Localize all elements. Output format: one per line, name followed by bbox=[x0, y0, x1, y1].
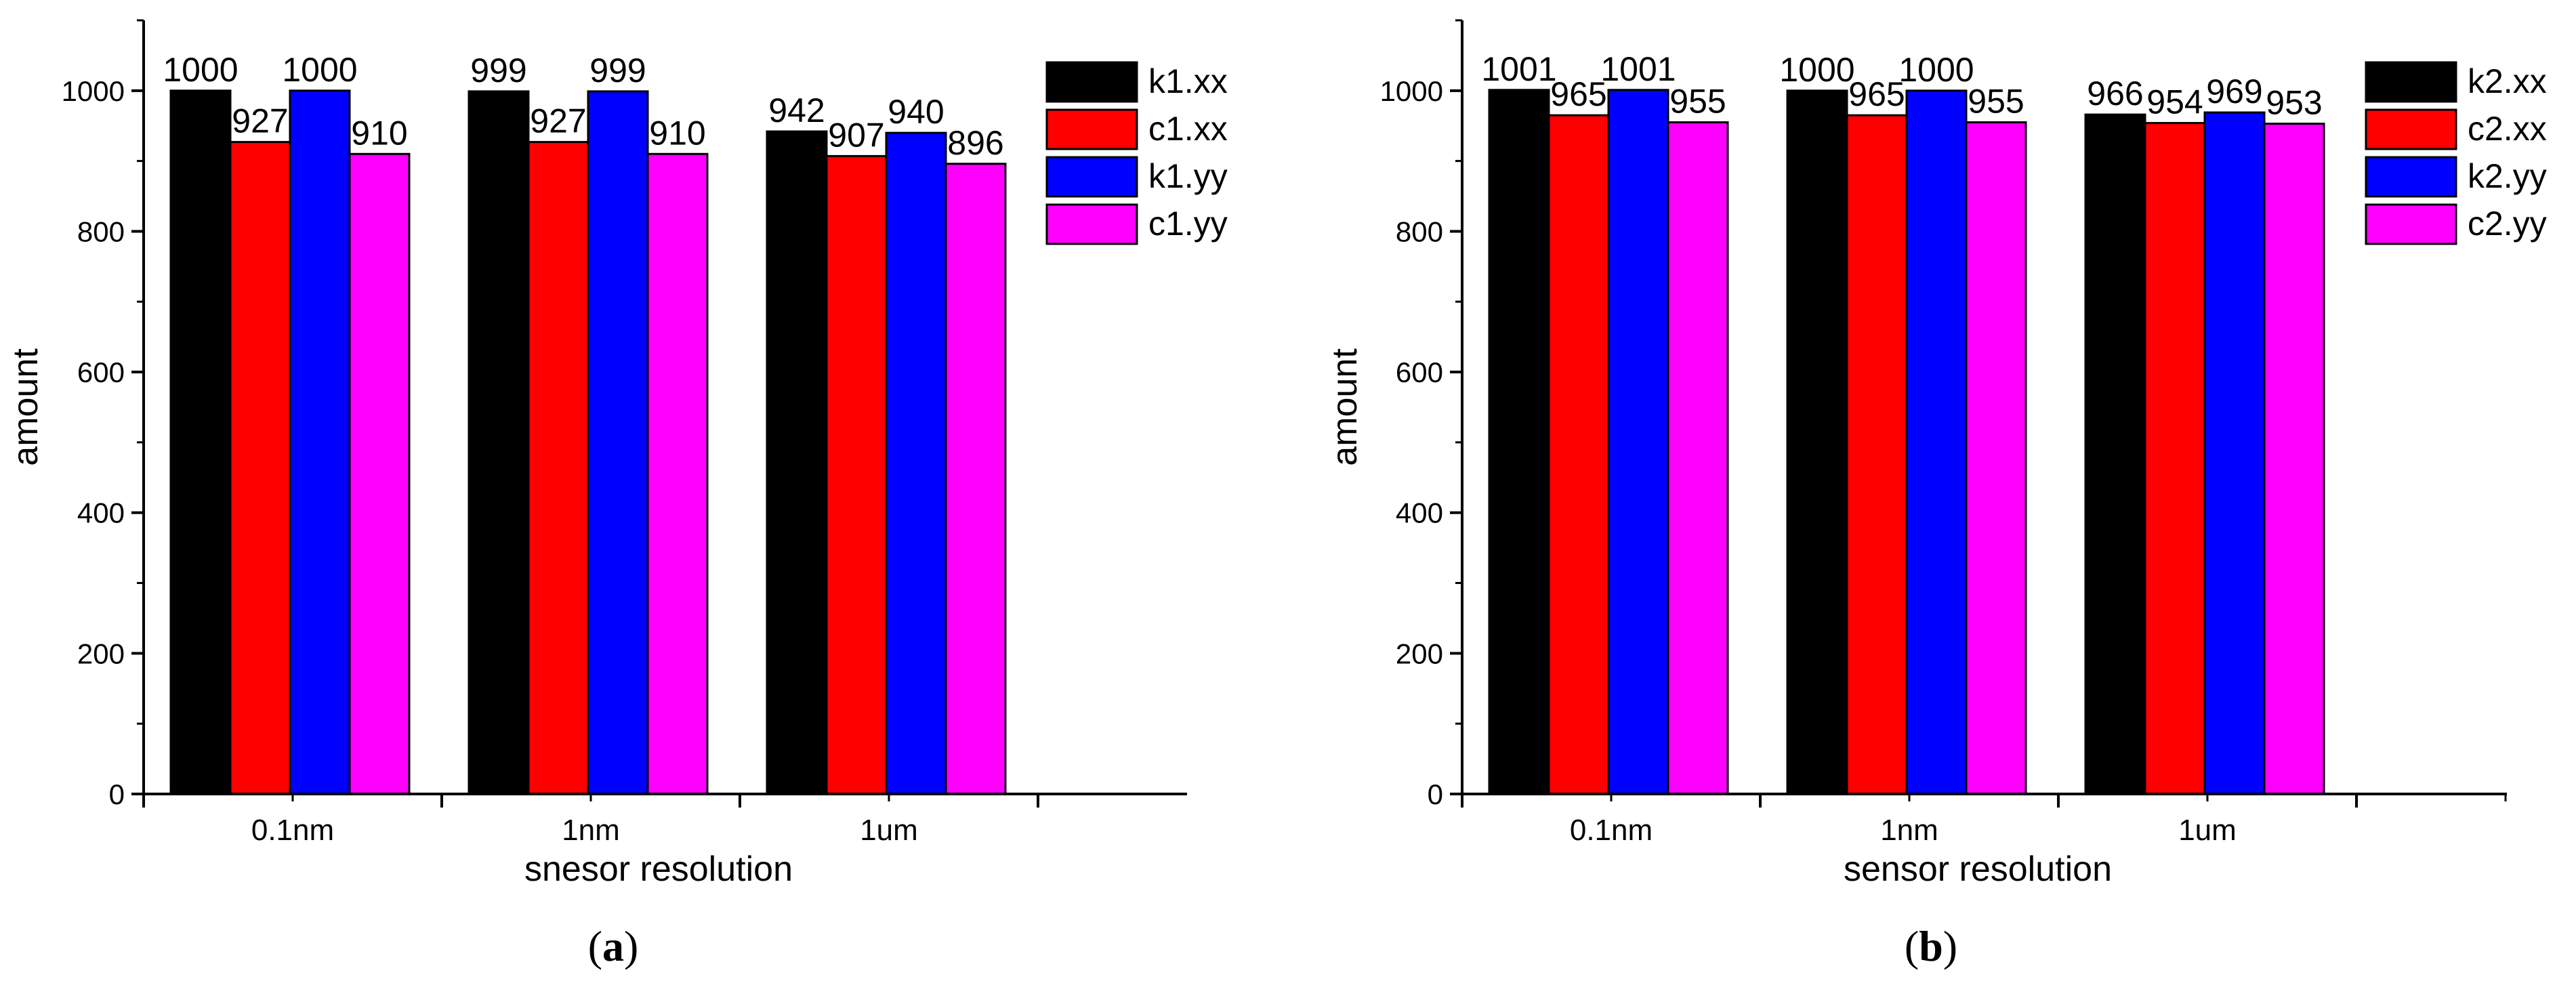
bar bbox=[229, 141, 291, 795]
legend-swatch bbox=[2365, 203, 2457, 245]
data-label: 896 bbox=[947, 124, 1003, 162]
y-tick-label: 200 bbox=[77, 637, 125, 669]
y-axis-title: amount bbox=[1325, 348, 1365, 466]
data-label: 940 bbox=[888, 93, 944, 131]
bar bbox=[1547, 114, 1610, 795]
data-label: 927 bbox=[232, 102, 288, 140]
bar bbox=[1488, 89, 1550, 795]
x-tick-label: 1nm bbox=[1880, 814, 1938, 847]
bar bbox=[766, 130, 828, 795]
bar bbox=[2203, 111, 2266, 795]
y-tick-label: 1000 bbox=[1380, 75, 1443, 107]
bar bbox=[348, 152, 411, 795]
y-tick-label: 0 bbox=[1428, 778, 1443, 810]
legend-label: c2.yy bbox=[2468, 205, 2547, 243]
legend-label: c1.xx bbox=[1148, 110, 1228, 148]
data-label: 954 bbox=[2146, 83, 2203, 121]
legend-swatch bbox=[1045, 108, 1138, 150]
data-label: 910 bbox=[649, 114, 705, 152]
legend-label: c2.xx bbox=[2468, 110, 2547, 148]
bar bbox=[2263, 123, 2325, 795]
legend-label: k1.xx bbox=[1148, 62, 1228, 100]
bar bbox=[825, 154, 888, 795]
legend-swatch bbox=[2365, 108, 2457, 150]
bar bbox=[885, 131, 947, 795]
bar bbox=[1965, 121, 2027, 795]
data-label: 1001 bbox=[1481, 50, 1556, 88]
panel-caption: (a) bbox=[588, 922, 639, 970]
data-label: 927 bbox=[530, 102, 586, 140]
data-label: 955 bbox=[1968, 83, 2024, 121]
bar bbox=[1667, 121, 1729, 795]
legend-label: c1.yy bbox=[1148, 205, 1228, 243]
data-label: 1000 bbox=[163, 51, 238, 89]
data-label: 999 bbox=[589, 51, 646, 89]
data-label: 942 bbox=[768, 91, 825, 129]
bar bbox=[1846, 114, 1908, 795]
legend-swatch bbox=[1045, 203, 1138, 245]
bar bbox=[646, 152, 709, 795]
bar bbox=[944, 163, 1007, 795]
legend-label: k2.yy bbox=[2468, 157, 2547, 195]
bar bbox=[169, 89, 232, 795]
bar bbox=[527, 141, 589, 795]
bar bbox=[587, 90, 649, 795]
data-label: 969 bbox=[2206, 72, 2262, 110]
y-tick-label: 800 bbox=[1396, 215, 1443, 247]
legend-label: k1.yy bbox=[1148, 157, 1228, 195]
data-label: 999 bbox=[470, 51, 526, 89]
y-tick-label: 400 bbox=[77, 497, 125, 529]
bar bbox=[2084, 113, 2146, 795]
x-axis-title: snesor resolution bbox=[524, 850, 793, 889]
bar bbox=[1607, 89, 1669, 795]
x-tick-label: 0.1nm bbox=[251, 814, 334, 847]
bar bbox=[2144, 122, 2206, 795]
data-label: 955 bbox=[1669, 83, 1726, 121]
x-tick-label: 1um bbox=[860, 814, 918, 847]
data-label: 907 bbox=[828, 116, 884, 154]
x-axis-title: sensor resolution bbox=[1844, 850, 2112, 889]
x-tick-label: 0.1nm bbox=[1570, 814, 1653, 847]
bar bbox=[1905, 89, 1968, 795]
bar bbox=[1786, 89, 1848, 795]
data-label: 965 bbox=[1848, 75, 1905, 113]
data-label: 1000 bbox=[1779, 51, 1854, 89]
data-label: 1001 bbox=[1600, 50, 1676, 88]
chart-panel-1: 1000927100091099992799991094290794089602… bbox=[6, 19, 1228, 970]
y-axis-title: amount bbox=[6, 348, 45, 466]
data-label: 1000 bbox=[282, 51, 357, 89]
legend-label: k2.xx bbox=[2468, 62, 2547, 100]
y-tick-label: 0 bbox=[109, 778, 125, 810]
panel-caption: (b) bbox=[1905, 922, 1957, 970]
data-label: 965 bbox=[1550, 75, 1606, 113]
x-tick-label: 1nm bbox=[562, 814, 620, 847]
y-tick-label: 600 bbox=[77, 356, 125, 388]
data-label: 1000 bbox=[1898, 51, 1974, 89]
legend-swatch bbox=[2365, 156, 2457, 198]
data-label: 966 bbox=[2087, 75, 2143, 112]
y-tick-label: 200 bbox=[1396, 637, 1443, 669]
legend-swatch bbox=[1045, 61, 1138, 103]
legend-swatch bbox=[1045, 156, 1138, 198]
bar bbox=[289, 89, 351, 795]
y-tick-label: 600 bbox=[1396, 356, 1443, 388]
x-tick-label: 1um bbox=[2178, 814, 2237, 847]
data-label: 910 bbox=[351, 114, 407, 152]
data-label: 953 bbox=[2266, 84, 2322, 122]
y-tick-label: 1000 bbox=[62, 75, 125, 107]
y-tick-label: 400 bbox=[1396, 497, 1443, 529]
legend-swatch bbox=[2365, 61, 2457, 103]
bar bbox=[468, 90, 530, 795]
y-tick-label: 800 bbox=[77, 215, 125, 247]
